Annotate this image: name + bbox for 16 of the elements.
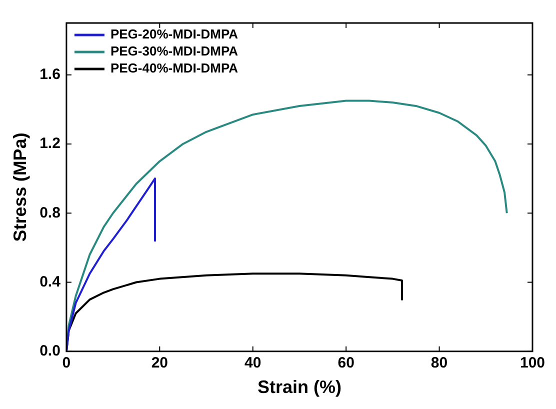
y-tick-label: 0.0 [40, 342, 60, 360]
x-tick-label: 20 [151, 354, 168, 372]
x-tick-label: 60 [338, 354, 354, 372]
y-tick-label: 1.6 [40, 66, 60, 83]
legend-label: PEG-40%-MDI-DMPA [110, 60, 239, 76]
x-tick-label: 100 [520, 354, 545, 372]
y-tick-label: 0.4 [40, 273, 62, 290]
y-tick-label: 1.2 [40, 135, 60, 152]
y-tick-label: 0.8 [40, 204, 60, 222]
x-tick-label: 40 [244, 354, 262, 372]
x-tick-label: 80 [430, 354, 448, 372]
y-axis-title: Stress (MPa) [10, 132, 30, 242]
legend-label: PEG-20%-MDI-DMPA [110, 26, 239, 42]
x-axis-title: Strain (%) [257, 377, 342, 398]
legend-label: PEG-30%-MDI-DMPA [110, 44, 239, 59]
x-tick-label: 0 [62, 354, 71, 372]
